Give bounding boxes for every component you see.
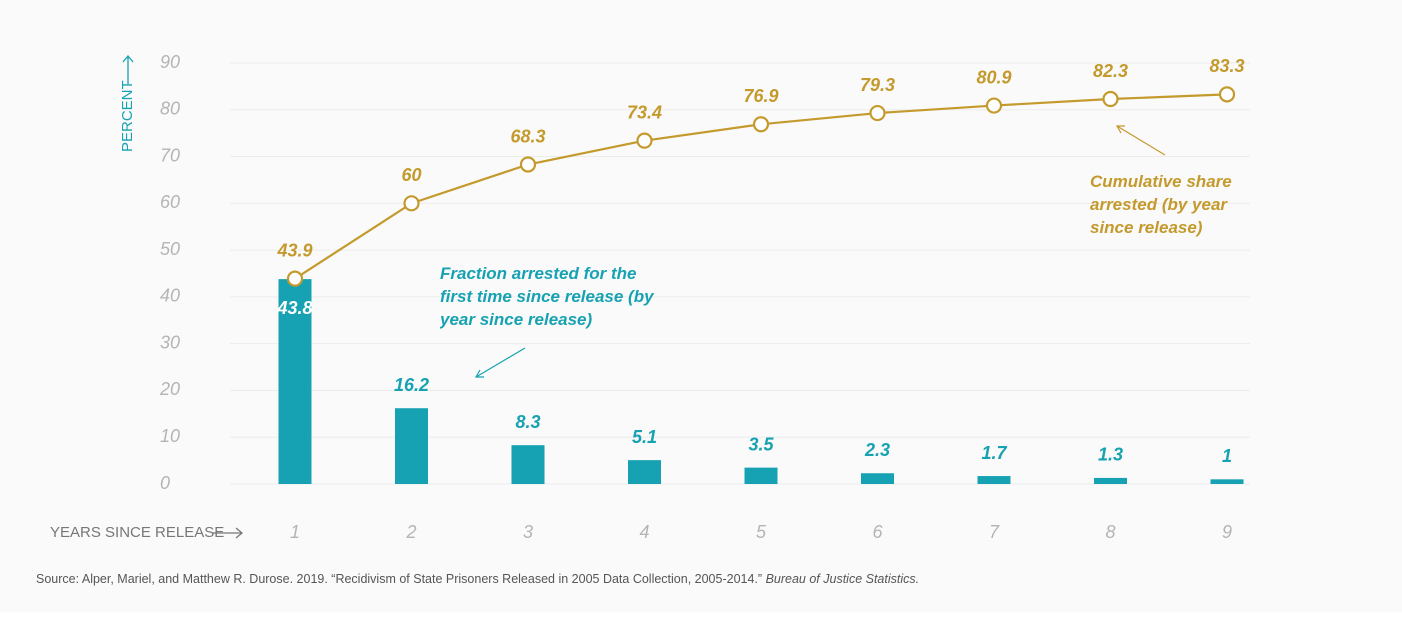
bar-value-label: 1.3 (1098, 445, 1123, 465)
bar (1210, 479, 1244, 484)
line-point (985, 97, 1003, 114)
x-tick-label: 3 (523, 522, 533, 542)
x-tick-label: 6 (872, 522, 883, 542)
y-tick-label: 0 (160, 473, 170, 493)
legend-label: Fraction arrested for the first time sin… (440, 264, 654, 329)
line-value-label: 73.4 (627, 102, 662, 122)
bar (628, 460, 661, 484)
x-tick-label: 9 (1222, 522, 1232, 542)
bar (278, 279, 312, 484)
line-point (752, 116, 770, 133)
source-text: Source: Alper, Mariel, and Matthew R. Du… (36, 572, 762, 586)
bar-value-label: 1.7 (981, 443, 1007, 463)
bar-value-label: 16.2 (394, 375, 429, 395)
line-value-label: 80.9 (976, 67, 1011, 87)
bar-value-label: 5.1 (632, 427, 657, 447)
line-point (286, 270, 304, 287)
line-value-label: 60 (401, 165, 421, 185)
bar (744, 467, 778, 484)
x-axis-title: YEARS SINCE RELEASE (50, 524, 224, 541)
series-annotation: Cumulative share arrested (by year since… (1090, 172, 1232, 237)
x-tick-label: 1 (290, 522, 300, 542)
bar-value-label: 1 (1222, 446, 1232, 466)
source-publisher: Bureau of Justice Statistics. (766, 572, 920, 586)
line-point (1218, 86, 1236, 103)
line-value-label: 79.3 (860, 75, 895, 95)
y-tick-label: 60 (160, 192, 180, 212)
line-value-label: 82.3 (1093, 61, 1128, 81)
line-value-label: 68.3 (510, 126, 545, 146)
line-point (636, 132, 653, 149)
y-tick-label: 90 (160, 52, 180, 72)
y-tick-label: 40 (160, 286, 180, 306)
line-point (869, 104, 886, 122)
line-value-label: 43.9 (276, 240, 312, 260)
bar-value-label: 8.3 (515, 412, 540, 432)
x-tick-label: 7 (989, 522, 1000, 542)
bar (861, 473, 894, 484)
line-value-label: 83.3 (1209, 56, 1244, 76)
y-tick-label: 20 (159, 379, 180, 399)
y-tick-label: 30 (160, 332, 180, 352)
line-point (519, 156, 537, 173)
line-point (1102, 90, 1119, 108)
bar-value-label: 2.3 (864, 440, 890, 460)
bar (977, 476, 1011, 484)
y-tick-label: 70 (160, 145, 180, 165)
x-tick-label: 2 (405, 522, 416, 542)
lines: 43.9 60 68.3 73.4 76.9 79.3 80.9 82.3 83.3 (276, 56, 1245, 287)
y-axis-arrow (122, 54, 134, 84)
x-tick-label: 8 (1105, 522, 1115, 542)
series-annotation: Fraction arrested for the first time sin… (440, 264, 654, 329)
y-tick-label: 10 (160, 426, 180, 446)
bar-value-label: 43.8 (276, 298, 312, 318)
y-tick-label: 80 (160, 99, 180, 119)
x-tick-label: 4 (639, 522, 649, 542)
y-axis-title: PERCENT (119, 80, 136, 152)
bar-value-label: 3.5 (748, 434, 774, 454)
line-value-label: 76.9 (743, 86, 778, 106)
x-tick-label: 5 (756, 522, 767, 542)
bar (395, 408, 428, 484)
legend-label: Cumulative share arrested (by year since… (1090, 172, 1232, 237)
x-axis-arrow (212, 527, 244, 539)
line-point (403, 195, 420, 212)
bar (1094, 477, 1127, 484)
y-tick-label: 50 (160, 239, 180, 259)
bar (511, 445, 545, 484)
bars: 43.8 16.2 8.3 5.1 3.5 2.3 1.7 1.3 1 (276, 279, 1244, 484)
annotation-arrows (474, 125, 1166, 378)
source: Source: Alper, Mariel, and Matthew R. Du… (36, 572, 919, 586)
